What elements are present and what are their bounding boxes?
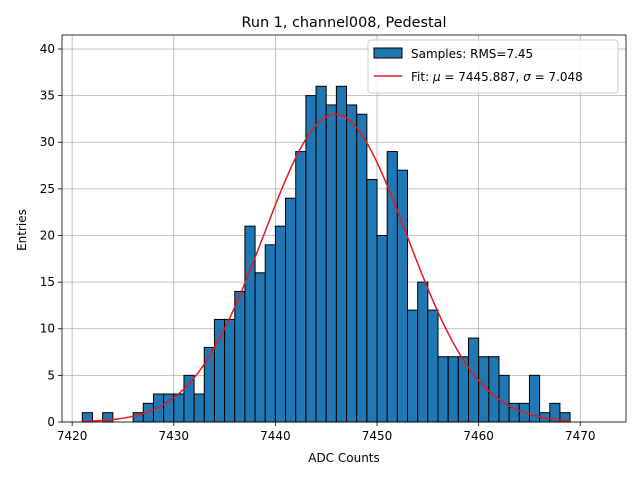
- y-axis-ticks: 0 5 10 15 20 25 30 35 40: [40, 42, 62, 429]
- histogram-bar: [396, 169, 409, 423]
- x-tick-label: 7420: [57, 429, 88, 443]
- fit-curve: [82, 113, 571, 423]
- histogram-bar: [325, 104, 337, 423]
- legend-mu-symbol: μ: [432, 70, 441, 84]
- histogram-bar: [488, 356, 500, 423]
- histogram-bar: [335, 85, 348, 423]
- histogram-bar: [407, 309, 419, 423]
- histogram-bar: [203, 346, 215, 423]
- histogram-bar: [285, 197, 297, 423]
- y-tick-label: 5: [47, 368, 55, 382]
- histogram-bar: [213, 318, 226, 423]
- histogram-bar: [427, 309, 439, 423]
- y-tick-label: 25: [40, 182, 55, 196]
- histogram-bar: [467, 337, 480, 423]
- y-tick-label: 40: [40, 42, 55, 56]
- histogram-bar: [437, 356, 449, 423]
- axes-frame: [61, 34, 627, 423]
- legend-fit-prefix: Fit:: [411, 70, 433, 84]
- histogram-bar: [305, 95, 317, 423]
- legend: Samples: RMS=7.45 Fit: μ = 7445.887, σ =…: [367, 39, 619, 94]
- legend-sigma-value: = 7.048: [531, 70, 583, 84]
- histogram-bar: [224, 318, 236, 423]
- y-tick-label: 10: [40, 322, 55, 336]
- histogram-bar: [366, 179, 378, 423]
- chart-title: Run 1, channel008, Pedestal: [242, 15, 447, 31]
- histogram-bar: [356, 113, 368, 423]
- histogram-bar: [417, 281, 429, 423]
- histogram-bar: [274, 225, 287, 423]
- y-tick-label: 35: [40, 89, 55, 103]
- histogram-bar: [254, 272, 266, 423]
- y-axis-label: Entries: [15, 209, 29, 251]
- histogram-bar: [295, 151, 307, 423]
- x-tick-label: 7470: [565, 429, 596, 443]
- histogram-bar: [234, 290, 246, 423]
- legend-box: [367, 39, 619, 94]
- x-tick-label: 7460: [463, 429, 494, 443]
- legend-sigma-symbol: σ: [523, 70, 531, 84]
- histogram-bars: [81, 85, 571, 423]
- x-tick-label: 7450: [362, 429, 393, 443]
- histogram-bar: [183, 374, 195, 423]
- histogram-bar: [376, 234, 388, 423]
- histogram-bar: [244, 225, 256, 423]
- histogram-bar: [173, 393, 185, 423]
- x-axis-ticks: 7420 7430 7440 7450 7460 7470: [57, 422, 596, 443]
- x-tick-label: 7430: [159, 429, 190, 443]
- histogram-bar: [193, 393, 205, 423]
- legend-fit-label: Fit: μ = 7445.887, σ = 7.048: [411, 70, 583, 84]
- x-tick-label: 7440: [260, 429, 291, 443]
- legend-samples-swatch: [373, 47, 403, 59]
- histogram-bar: [386, 151, 398, 423]
- histogram-bar: [447, 356, 459, 423]
- histogram-bar: [264, 244, 276, 423]
- histogram-bar: [346, 104, 358, 423]
- y-tick-label: 0: [47, 415, 55, 429]
- legend-samples-label: Samples: RMS=7.45: [411, 47, 533, 61]
- legend-mu-value: = 7445.887,: [441, 70, 524, 84]
- x-axis-label: ADC Counts: [308, 451, 380, 465]
- y-tick-label: 30: [40, 135, 55, 149]
- y-tick-label: 15: [40, 275, 55, 289]
- histogram-bar: [315, 85, 327, 423]
- histogram-bar: [498, 374, 510, 423]
- y-tick-label: 20: [40, 228, 55, 242]
